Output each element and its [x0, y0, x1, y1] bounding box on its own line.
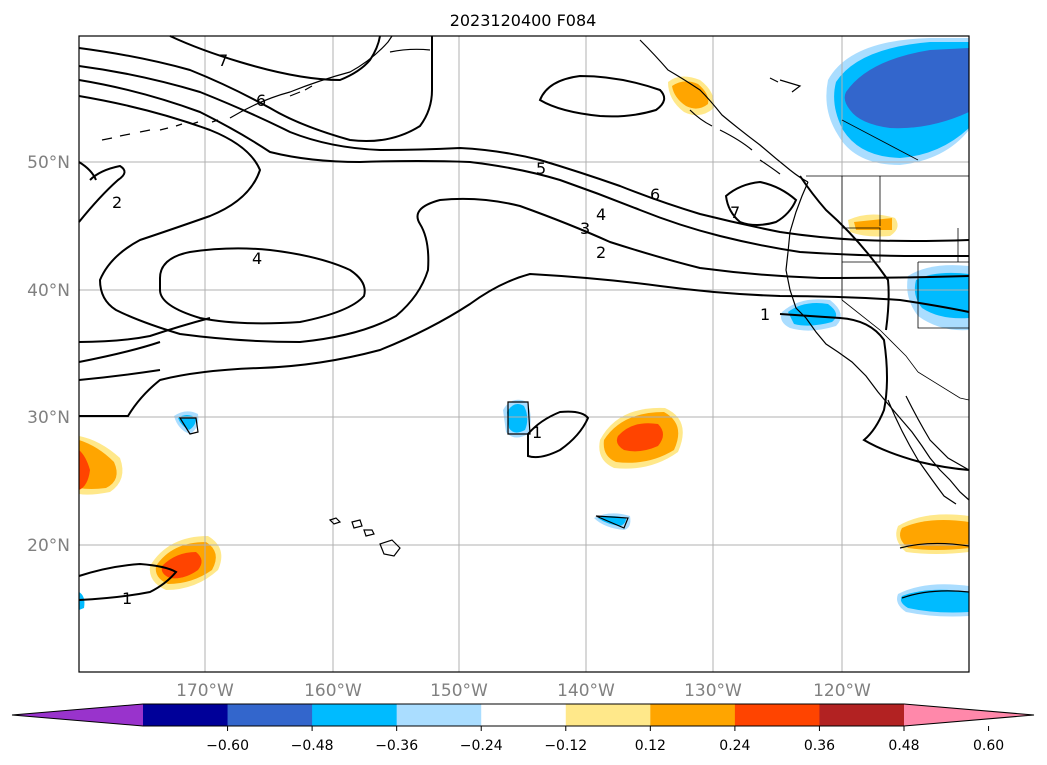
contour-label: 1	[760, 305, 770, 324]
contour-label: 6	[650, 185, 660, 204]
colorbar-swatch	[312, 704, 398, 726]
colorbar-tick-label: 0.48	[888, 738, 919, 754]
colorbar-outline	[11, 703, 1035, 727]
colorbar-tick-label: −0.60	[206, 738, 249, 754]
colorbar-tick-label: −0.48	[291, 738, 334, 754]
contour-label: 1	[122, 589, 132, 608]
lon-label: 140°W	[557, 681, 615, 701]
colorbar-tick-label: 0.60	[973, 738, 1004, 754]
lon-label: 150°W	[430, 681, 488, 701]
lon-label: 120°W	[813, 681, 871, 701]
colorbar-tick-label: −0.36	[375, 738, 418, 754]
lon-label: 160°W	[304, 681, 362, 701]
contour-label: 4	[252, 249, 262, 268]
colorbar-swatch	[650, 704, 736, 726]
map-frame: 7 6 5 6 4 3 2 7 2 4 1 1 1	[78, 35, 970, 673]
colorbar-swatch	[227, 704, 313, 726]
shade-blob-pos-west-core	[79, 450, 90, 490]
colorbar-tick-label: 0.24	[719, 738, 750, 754]
contour-label: 2	[596, 243, 606, 262]
contour-label: 2	[112, 193, 122, 212]
colorbar-tick-label: −0.12	[544, 738, 587, 754]
shade-blob-ca-neg	[788, 303, 837, 326]
shade-blob-or-pos	[854, 218, 892, 230]
shade-blob-neg-se	[900, 589, 969, 613]
contour-label: 7	[730, 203, 740, 222]
lat-label: 30°N	[27, 408, 70, 428]
contours	[78, 35, 970, 601]
colorbar-swatch	[565, 704, 651, 726]
shade-blob-nv-neg	[914, 272, 969, 319]
colorbar-tick-label: −0.24	[460, 738, 503, 754]
contour-label: 3	[580, 219, 590, 238]
colorbar-swatch	[143, 704, 229, 726]
contour-label: 6	[256, 91, 266, 110]
map-border	[78, 35, 970, 673]
lon-label: 170°W	[176, 681, 234, 701]
lon-label: 130°W	[684, 681, 742, 701]
colorbar-swatch	[396, 704, 482, 726]
colorbar-extend-high	[904, 704, 1034, 726]
shade-blob-neg-138w-core	[598, 516, 626, 526]
colorbar-tick-label: 0.12	[635, 738, 666, 754]
contour-label: 4	[596, 205, 606, 224]
contour-label: 1	[532, 423, 542, 442]
longitude-labels: 170°W 160°W 150°W 140°W 130°W 120°W	[176, 681, 871, 701]
lat-label: 40°N	[27, 281, 70, 301]
colorbar-swatch	[481, 704, 567, 726]
contour-label: 7	[218, 51, 228, 70]
colorbar-tick-label: 0.36	[804, 738, 835, 754]
colorbar-swatch	[819, 704, 905, 726]
map-title: 2023120400 F084	[450, 11, 597, 30]
colorbar-extend-low	[12, 704, 143, 726]
colorbar: −0.60 −0.48 −0.36 −0.24 −0.12 0.12 0.24 0.36 0.4…	[11, 703, 1035, 754]
lat-label: 50°N	[27, 153, 70, 173]
latitude-labels: 50°N 40°N 30°N 20°N	[27, 153, 70, 556]
shade-blob-neg-170w-core	[178, 415, 196, 430]
lat-label: 20°N	[27, 536, 70, 556]
contour-labels: 7 6 5 6 4 3 2 7 2 4 1 1 1	[112, 51, 770, 608]
colorbar-swatch	[734, 704, 820, 726]
graticule	[79, 36, 969, 672]
shade-blob-pos-baja	[900, 520, 969, 550]
anomaly-shading	[79, 38, 969, 617]
shade-blob-ne-neg-dark	[844, 48, 969, 129]
shade-blob-ak-pos	[672, 81, 709, 109]
shade-blob-neg-147w-core	[507, 404, 528, 433]
contour-label: 5	[536, 159, 546, 178]
shade-blob-neg-west-edge	[79, 592, 85, 610]
shade-blob-pos-135w-core	[616, 423, 663, 452]
shade-blob-pos-172w-core	[161, 552, 202, 579]
